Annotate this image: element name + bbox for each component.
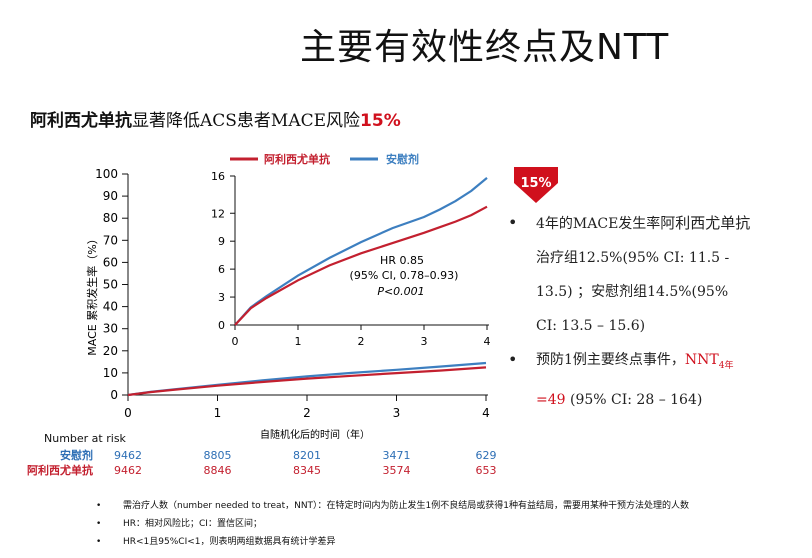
inset-y-tick-label: 12 — [211, 207, 225, 220]
footnote-text: HR：相对风险比；CI：置信区间； — [123, 519, 262, 529]
y-tick-label: 80 — [103, 211, 118, 225]
footnote-text: 需治疗人数（number needed to treat，NNT）：在特定时间内… — [123, 501, 690, 511]
y-tick-label: 30 — [103, 322, 118, 336]
footnote-item: • HR：相对风险比；CI：置信区间； — [96, 519, 262, 529]
y-tick-label: 0 — [110, 388, 118, 402]
x-tick-label: 3 — [393, 406, 401, 420]
finding-mace-rate: • 4年的MACE发生率阿利西尤单抗 治疗组12.5%(95% CI: 11.5… — [508, 206, 808, 343]
inset-y-tick-label: 3 — [218, 291, 225, 304]
legend-label-alirocumab: 阿利西尤单抗 — [264, 152, 330, 166]
x-tick-label: 1 — [214, 406, 222, 420]
bullet-icon: • — [508, 350, 518, 369]
risk-value: 3471 — [383, 449, 411, 462]
risk-value: 8846 — [204, 464, 232, 477]
risk-header: Number at risk — [44, 432, 126, 445]
subtitle-percent: 15% — [360, 111, 401, 131]
y-tick-label: 50 — [103, 278, 118, 292]
finding-nnt-ci: (95% CI: 28 – 164) — [565, 391, 703, 408]
y-tick-label: 90 — [103, 189, 118, 203]
slide-subtitle: 阿利西尤单抗显著降低ACS患者MACE风险15% — [30, 106, 401, 131]
inset-y-tick-label: 6 — [218, 263, 225, 276]
inset-series-line-placebo — [234, 177, 488, 326]
legend-label-placebo: 安慰剂 — [386, 152, 419, 166]
subtitle-text: 显著降低ACS患者MACE风险 — [132, 111, 361, 131]
x-tick-label: 0 — [124, 406, 132, 420]
finding-nnt-sub: 4年 — [718, 360, 734, 371]
hr-value: HR 0.85 — [380, 254, 424, 267]
y-tick-label: 70 — [103, 233, 118, 247]
finding-nnt: • 预防1例主要终点事件，NNT4年 =49 (95% CI: 28 – 164… — [508, 343, 808, 417]
footnote-text: HR<1且95%CI<1，则表明两组数据具有统计学差异 — [123, 537, 336, 547]
finding-mace-drug: 阿利西尤单抗 — [660, 214, 751, 232]
x-axis-label: 自随机化后的时间（年） — [260, 428, 370, 441]
risk-row-label: 阿利西尤单抗 — [27, 463, 93, 477]
risk-value: 3574 — [383, 464, 411, 477]
inset-y-tick-label: 9 — [218, 235, 225, 248]
inset-x-tick-label: 4 — [484, 335, 491, 348]
y-axis-label: MACE 累积发生率（%） — [85, 233, 99, 355]
footnote-item: • HR<1且95%CI<1，则表明两组数据具有统计学差异 — [96, 537, 336, 547]
inset-background — [197, 166, 502, 356]
finding-nnt-value: =49 — [536, 391, 566, 408]
inset-x-tick-label: 1 — [295, 335, 302, 348]
risk-value: 9462 — [114, 449, 142, 462]
finding-mace-line2: 治疗组12.5%(95% CI: 11.5 - — [536, 250, 730, 266]
bullet-icon: • — [508, 213, 518, 232]
findings-list: • 4年的MACE发生率阿利西尤单抗 治疗组12.5%(95% CI: 11.5… — [508, 206, 808, 417]
subtitle-drug: 阿利西尤单抗 — [30, 111, 132, 131]
badge-arrow-icon — [514, 167, 558, 203]
y-tick-label: 10 — [103, 366, 118, 380]
y-tick-label: 40 — [103, 300, 118, 314]
slide-title: 主要有效性终点及NTT — [300, 27, 670, 68]
risk-row-label: 安慰剂 — [60, 448, 93, 462]
risk-value: 9462 — [114, 464, 142, 477]
risk-value: 8805 — [204, 449, 232, 462]
risk-value: 8201 — [293, 449, 321, 462]
inset-y-tick-label: 16 — [211, 170, 225, 183]
inset-x-tick-label: 0 — [232, 335, 239, 348]
finding-nnt-prefix: 预防1例主要终点事件， — [536, 352, 685, 368]
risk-value: 8345 — [293, 464, 321, 477]
y-tick-label: 60 — [103, 255, 118, 269]
inset-x-tick-label: 2 — [358, 335, 365, 348]
badge-label: 15% — [520, 176, 552, 191]
x-tick-label: 4 — [482, 406, 490, 420]
series-line-alirocumab — [127, 366, 487, 397]
finding-nnt-label: NNT — [684, 352, 719, 368]
finding-mace-line3: 13.5) ；安慰剂组14.5%(95% — [536, 284, 729, 300]
y-tick-label: 20 — [103, 344, 118, 358]
hr-p-value: P<0.001 — [377, 285, 424, 298]
hr-ci: (95% CI, 0.78–0.93) — [350, 269, 459, 282]
risk-value: 629 — [476, 449, 497, 462]
x-tick-label: 2 — [303, 406, 311, 420]
inset-series-line-alirocumab — [234, 205, 488, 326]
y-tick-label: 100 — [95, 167, 118, 181]
footnote-item: • 需治疗人数（number needed to treat，NNT）：在特定时间… — [96, 501, 690, 511]
inset-x-tick-label: 3 — [421, 335, 428, 348]
footnotes: • 需治疗人数（number needed to treat，NNT）：在特定时间… — [96, 497, 812, 551]
inset-y-tick-label: 0 — [218, 319, 225, 332]
risk-value: 653 — [476, 464, 497, 477]
finding-mace-prefix: 4年的MACE发生率 — [536, 216, 661, 232]
finding-mace-line4: CI: 13.5 – 15.6) — [536, 318, 646, 334]
